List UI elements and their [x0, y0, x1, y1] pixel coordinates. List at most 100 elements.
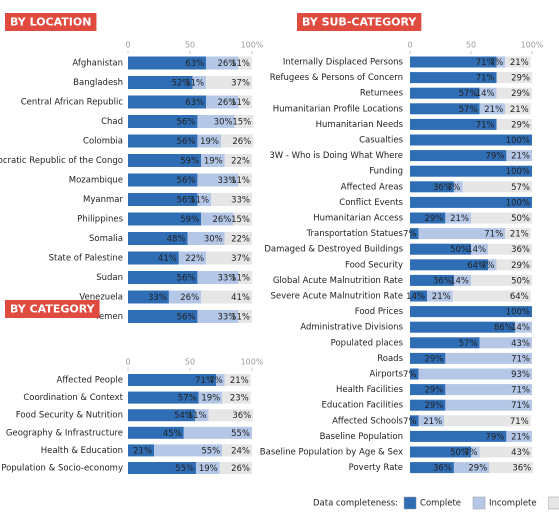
category-label: Affected Areas	[341, 182, 404, 192]
category-label: Venezuela	[79, 293, 123, 303]
value-label: 93%	[511, 370, 530, 380]
bar-segment	[410, 181, 454, 193]
value-label: 14%	[406, 292, 425, 302]
category-label: Airports	[369, 370, 403, 380]
category-label: Baseline Population	[320, 432, 403, 442]
bar-segment	[410, 430, 507, 442]
bar-segment	[128, 426, 184, 439]
bar-segment	[489, 462, 534, 474]
value-label: 50%	[511, 214, 530, 224]
value-label: 71%	[511, 401, 530, 411]
bar-segment	[410, 321, 515, 333]
legend-label: Complete	[420, 499, 461, 509]
legend-title: Data completeness:	[313, 499, 398, 509]
value-label: 24%	[231, 446, 250, 456]
category-label: Baseline Population by Age & Sex	[260, 448, 403, 458]
bar-segment	[219, 462, 252, 474]
bar-segment	[128, 56, 207, 70]
value-label: 29%	[424, 354, 443, 364]
value-label: 22%	[185, 254, 204, 264]
bar-segment	[216, 374, 225, 386]
value-label: 100%	[506, 167, 530, 177]
category-label: Damaged & Destroyed Buildings	[264, 245, 403, 255]
category-label: Humanitarian Needs	[316, 120, 404, 130]
value-label: 19%	[201, 394, 220, 404]
category-label: Myanmar	[83, 195, 123, 205]
bar-segment	[201, 212, 234, 226]
bar-segment	[453, 274, 471, 286]
bar-segment	[168, 290, 202, 304]
bar-segment	[201, 290, 252, 304]
category-label: Health & Education	[41, 446, 123, 456]
bar-segment	[410, 415, 419, 427]
value-label: 55%	[175, 464, 194, 474]
value-label: 21%	[450, 214, 469, 224]
x-tick-label: 100%	[241, 358, 264, 367]
value-label: 33%	[217, 176, 236, 186]
value-label: 7%	[481, 261, 495, 271]
bar-segment	[128, 95, 207, 109]
value-label: 29%	[424, 401, 443, 411]
bar-segment	[410, 352, 446, 364]
bar-segment	[471, 446, 480, 458]
category-label: Populated places	[331, 338, 404, 348]
value-label: 57%	[459, 339, 478, 349]
bar-segment	[471, 243, 489, 255]
category-label: Philippines	[77, 215, 123, 225]
bar-segment	[198, 391, 223, 404]
value-label: 29%	[511, 120, 530, 130]
bar-segment	[410, 384, 446, 396]
legend-label: Incomplete	[489, 499, 537, 509]
value-label: 36%	[433, 276, 452, 286]
category-label: Democratic Republic of the Congo	[0, 156, 123, 166]
value-label: 43%	[511, 339, 530, 349]
value-label: 43%	[511, 448, 530, 458]
bar-segment	[197, 271, 239, 284]
bar-segment	[418, 368, 532, 380]
bar-segment	[445, 384, 532, 396]
value-label: 29%	[424, 386, 443, 396]
value-label: 11%	[231, 313, 250, 323]
bar-segment	[221, 134, 254, 148]
bar-segment	[479, 446, 532, 458]
value-label: 21%	[511, 432, 530, 442]
value-label: 86%	[494, 323, 513, 333]
bar-segment	[128, 115, 198, 128]
category-label: 3W - Who is Doing What Where	[269, 151, 403, 161]
value-label: 26%	[217, 98, 236, 108]
value-label: 100%	[506, 308, 530, 318]
category-label: Food Security	[345, 260, 403, 270]
category-label: Humanitarian Profile Locations	[273, 104, 404, 114]
bar-segment	[410, 165, 532, 177]
value-label: 57%	[459, 105, 478, 115]
value-label: 41%	[158, 254, 177, 264]
section-badge	[297, 13, 422, 31]
section-badge	[5, 300, 100, 318]
bar-segment	[410, 446, 471, 458]
value-label: 21%	[510, 230, 529, 240]
value-label: 21%	[510, 58, 529, 68]
section-title: BY SUB-CATEGORY	[302, 16, 417, 29]
value-label: 11%	[231, 176, 250, 186]
category-label: Geography & Infrastructure	[6, 428, 123, 438]
value-label: 41%	[231, 293, 250, 303]
value-label: 33%	[231, 196, 250, 206]
value-label: 7%	[464, 448, 478, 458]
value-label: 71%	[511, 386, 530, 396]
value-label: 11%	[185, 79, 204, 89]
bar-segment	[224, 374, 251, 386]
bar-segment	[410, 259, 489, 271]
bar-segment	[488, 259, 497, 271]
value-label: 21%	[423, 417, 442, 427]
value-label: 33%	[217, 313, 236, 323]
category-label: Humanitarian Access	[313, 214, 403, 224]
bar-segment	[206, 56, 239, 70]
bar-segment	[410, 368, 419, 380]
value-label: 14%	[476, 89, 495, 99]
bar-segment	[410, 87, 480, 99]
value-label: 29%	[511, 89, 530, 99]
bar-segment	[206, 251, 252, 265]
bar-segment	[128, 374, 217, 386]
